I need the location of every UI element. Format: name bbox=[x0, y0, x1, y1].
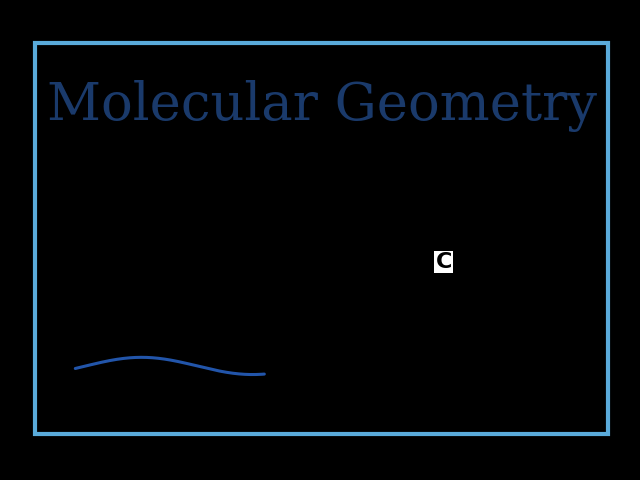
Text: C: C bbox=[435, 252, 452, 272]
Text: Molecular Geometry: Molecular Geometry bbox=[47, 80, 596, 132]
Text: CHF: CHF bbox=[76, 170, 357, 291]
Text: 3: 3 bbox=[296, 239, 352, 317]
Text: H: H bbox=[447, 196, 465, 216]
Polygon shape bbox=[456, 262, 504, 304]
Text: F: F bbox=[495, 301, 510, 321]
Text: F: F bbox=[384, 289, 399, 309]
Text: F: F bbox=[538, 247, 552, 267]
